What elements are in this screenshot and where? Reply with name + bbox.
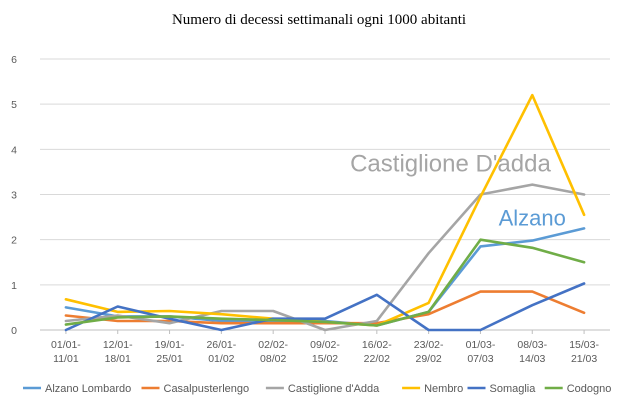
- chart-title: Numero di decessi settimanali ogni 1000 …: [172, 12, 466, 28]
- series-line-castiglione-d-adda: [64, 183, 586, 332]
- y-tick-label: 6: [11, 54, 17, 66]
- x-tick-label-end: 25/01: [156, 353, 182, 365]
- x-tick-label-end: 08/02: [260, 353, 286, 365]
- y-tick-label: 3: [11, 190, 17, 202]
- legend-label-alzano-lombardo: Alzano Lombardo: [45, 383, 131, 395]
- x-tick-label-start: 09/02-: [310, 339, 340, 351]
- x-tick-label-start: 26/01-: [206, 339, 236, 351]
- x-tick-label-start: 12/01-: [103, 339, 133, 351]
- y-tick-label: 0: [11, 325, 17, 337]
- x-tick-label-end: 29/02: [415, 353, 441, 365]
- legend-label-codogno: Codogno: [567, 383, 612, 395]
- x-tick-label-start: 23/02-: [414, 339, 444, 351]
- x-tick-label-end: 15/02: [312, 353, 338, 365]
- legend-label-castiglione-d-adda: Castiglione d'Adda: [288, 383, 380, 395]
- annotation-castiglione-d-adda: Castiglione D'adda: [350, 151, 551, 178]
- x-tick-label-start: 01/03-: [466, 339, 496, 351]
- y-tick-label: 1: [11, 280, 17, 292]
- x-tick-label-start: 02/02-: [258, 339, 288, 351]
- x-axis-ticks: 01/01- 11/01 12/01- 18/01 19/01- 25/01 26/01- 0…: [51, 330, 599, 365]
- legend: Alzano Lombardo Casalpusterlengo Castiglio…: [23, 383, 611, 395]
- series-lines: [64, 93, 586, 332]
- x-tick-label-start: 01/01-: [51, 339, 81, 351]
- x-tick-label-end: 22/02: [364, 353, 390, 365]
- y-tick-label: 2: [11, 235, 17, 247]
- x-tick-label-end: 07/03: [467, 353, 493, 365]
- legend-label-somaglia: Somaglia: [490, 383, 537, 395]
- series-line-somaglia: [64, 282, 586, 332]
- y-axis-ticks: 0 1 2 3 4 5 6: [11, 54, 17, 337]
- x-tick-label-end: 14/03: [519, 353, 545, 365]
- x-tick-label-end: 11/01: [53, 353, 79, 365]
- gridlines: [40, 58, 610, 331]
- x-tick-label-start: 16/02-: [362, 339, 392, 351]
- x-tick-label-start: 19/01-: [155, 339, 185, 351]
- x-tick-label-start: 15/03-: [569, 339, 599, 351]
- series-line-codogno: [64, 238, 586, 327]
- x-tick-label-end: 21/03: [571, 353, 597, 365]
- y-tick-label: 4: [11, 144, 17, 156]
- annotation-alzano: Alzano: [499, 206, 566, 231]
- x-tick-label-end: 18/01: [105, 353, 131, 365]
- x-tick-label-start: 08/03-: [517, 339, 547, 351]
- legend-label-casalpusterlengo: Casalpusterlengo: [164, 383, 250, 395]
- legend-label-nembro: Nembro: [424, 383, 463, 395]
- x-tick-label-end: 01/02: [208, 353, 234, 365]
- y-tick-label: 5: [11, 99, 17, 111]
